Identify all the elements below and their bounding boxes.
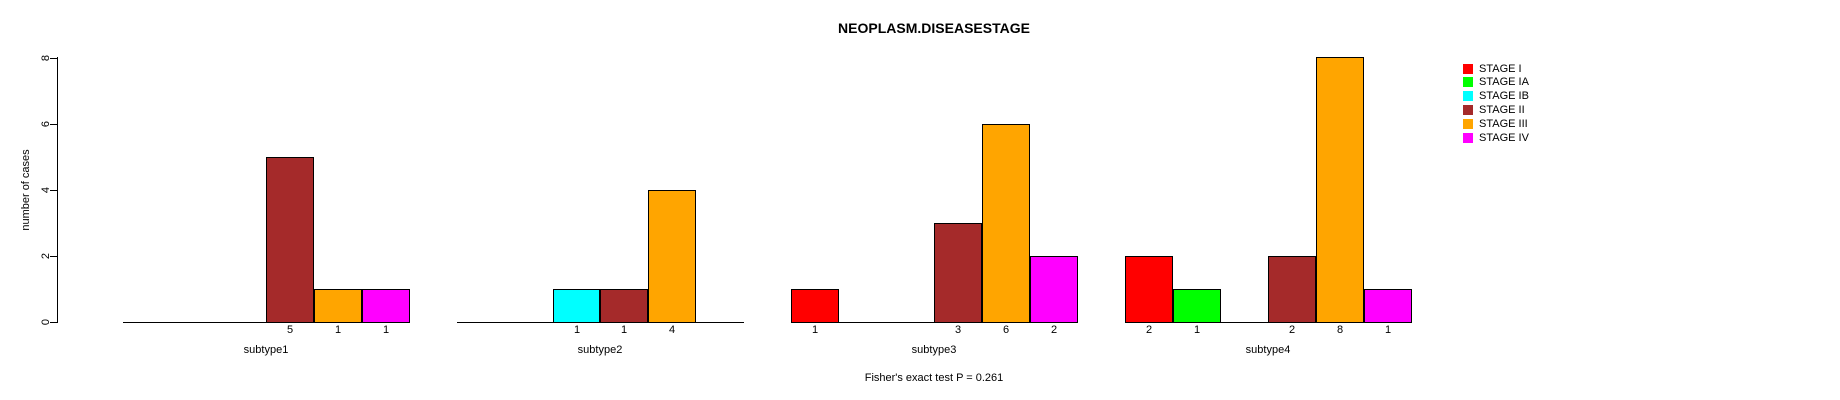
chart-title: NEOPLASM.DISEASESTAGE	[838, 20, 1030, 36]
bar-count-label: 4	[668, 324, 676, 336]
legend-swatch	[1463, 64, 1473, 74]
y-tick-label: 2	[40, 252, 52, 260]
y-tick	[50, 124, 57, 125]
bar	[600, 289, 648, 323]
legend-swatch	[1463, 133, 1473, 143]
group-label: subtype2	[577, 344, 623, 356]
y-tick	[50, 190, 57, 191]
bar-count-label: 1	[620, 324, 628, 336]
legend-swatch	[1463, 77, 1473, 87]
bar	[1125, 256, 1173, 323]
bar-count-label: 2	[1050, 324, 1058, 336]
y-tick-label: 8	[40, 54, 52, 62]
bar-count-label: 5	[286, 324, 294, 336]
fisher-test-note: Fisher's exact test P = 0.261	[864, 372, 1004, 384]
bar	[934, 223, 982, 323]
y-tick	[50, 322, 57, 323]
y-tick	[50, 58, 57, 59]
bar-count-label: 1	[1193, 324, 1201, 336]
bar	[1030, 256, 1078, 323]
y-axis-line	[57, 57, 58, 323]
bar	[553, 289, 600, 323]
group-label: subtype3	[911, 344, 957, 356]
bar-count-label: 8	[1336, 324, 1344, 336]
legend-swatch	[1463, 105, 1473, 115]
legend-label: STAGE IA	[1479, 76, 1529, 88]
group-label: subtype4	[1245, 344, 1291, 356]
bar-count-label: 1	[382, 324, 390, 336]
bar	[791, 289, 839, 323]
legend-label: STAGE I	[1479, 63, 1522, 75]
bar-count-label: 1	[334, 324, 342, 336]
bar-count-label: 6	[1002, 324, 1010, 336]
y-tick-label: 0	[40, 318, 52, 326]
y-axis-label: number of cases	[20, 149, 32, 231]
y-tick-label: 6	[40, 120, 52, 128]
legend-label: STAGE III	[1479, 118, 1528, 130]
y-tick	[50, 256, 57, 257]
bar-count-label: 1	[573, 324, 581, 336]
bar	[266, 157, 314, 323]
legend-label: STAGE II	[1479, 104, 1525, 116]
bar-count-label: 2	[1288, 324, 1296, 336]
bar	[1173, 289, 1221, 323]
bar	[648, 190, 696, 323]
bar	[314, 289, 362, 323]
bar-count-label: 2	[1145, 324, 1153, 336]
bar	[1268, 256, 1316, 323]
legend-swatch	[1463, 119, 1473, 129]
bar-count-label: 1	[1384, 324, 1392, 336]
bar-count-label: 1	[811, 324, 819, 336]
group-label: subtype1	[243, 344, 289, 356]
y-tick-label: 4	[40, 186, 52, 194]
legend-label: STAGE IV	[1479, 132, 1529, 144]
legend-label: STAGE IB	[1479, 90, 1529, 102]
bar-count-label: 3	[954, 324, 962, 336]
bar	[982, 124, 1030, 323]
bar	[1364, 289, 1412, 323]
bar	[362, 289, 410, 323]
bar	[1316, 57, 1364, 323]
legend-swatch	[1463, 91, 1473, 101]
